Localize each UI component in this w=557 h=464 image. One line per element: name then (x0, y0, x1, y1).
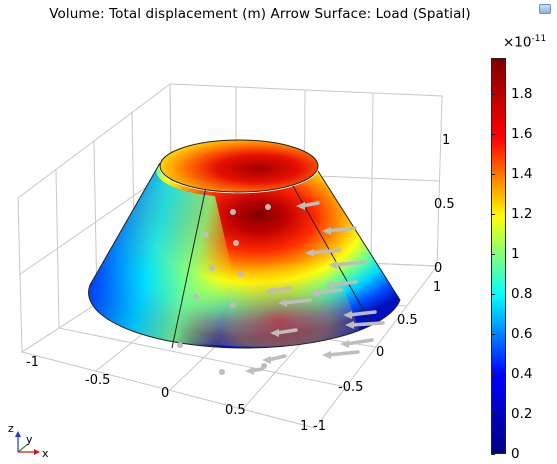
colorbar-tick-mark (491, 254, 495, 255)
load-arrow-head (305, 249, 314, 257)
load-arrow-head (245, 367, 254, 375)
y-tick: -1 (313, 419, 326, 434)
colorbar-tick-label: 1.4 (511, 166, 533, 182)
load-arrow-head (340, 340, 349, 348)
colorbar-tick-label: 0 (511, 446, 520, 462)
colorbar-tick-label: 0.6 (511, 326, 533, 342)
load-arrow-point (193, 294, 199, 300)
colorbar-tick-mark (491, 134, 495, 135)
colorbar-tick-label: 1.6 (511, 126, 533, 142)
load-arrow-head (278, 299, 287, 307)
colorbar-tick-mark (491, 454, 495, 455)
x-tick: -0.5 (85, 373, 110, 388)
colorbar-tick-mark (491, 334, 495, 335)
y-tick: 0.5 (397, 313, 418, 328)
load-arrow-head (325, 281, 334, 289)
triad-y-label: y (26, 433, 33, 446)
triad-x-label: x (42, 447, 49, 460)
load-arrow-head (262, 356, 271, 364)
load-arrow-shaft (329, 280, 358, 287)
colorbar-scale-base: ×10 (503, 34, 532, 51)
colorbar-tick-mark (491, 294, 495, 295)
colorbar-tick-label: 0.4 (511, 366, 533, 382)
colorbar-tick-label: 0.2 (511, 406, 533, 422)
z-tick: 0.5 (434, 197, 455, 212)
x-axis-ticks: -1 -0.5 0 0.5 1 (26, 355, 308, 434)
load-arrow-point (265, 204, 271, 210)
colorbar-tick-mark (491, 94, 495, 95)
3d-plot-viewport[interactable]: -1 -0.5 0 0.5 1 1 0.5 0 -0.5 -1 1 0.5 0 … (0, 0, 490, 464)
x-tick: 0 (161, 386, 169, 401)
load-arrow-shaft (282, 298, 312, 305)
load-arrow-shaft (314, 288, 343, 295)
y-tick: 1 (433, 280, 441, 295)
y-axis-ticks: 1 0.5 0 -0.5 -1 (313, 280, 441, 434)
load-arrow-point (177, 342, 183, 348)
load-arrow-shaft (326, 226, 357, 233)
load-arrow-head (310, 289, 319, 297)
colorbar-tick-mark (491, 414, 495, 415)
colorbar-tick-label: 0.8 (511, 286, 533, 302)
load-arrow-head (265, 287, 274, 295)
colorbar-tick-mark (491, 374, 495, 375)
load-arrow-shaft (274, 328, 298, 335)
x-tick: 1 (300, 419, 308, 434)
load-arrow-shaft (269, 286, 292, 293)
plot-title: Volume: Total displacement (m) Arrow Sur… (49, 6, 471, 22)
load-arrow-head (296, 202, 305, 210)
colorbar-tick-mark (491, 174, 495, 175)
load-arrow-point (230, 302, 236, 308)
z-axis-ticks: 1 0.5 0 (434, 133, 455, 276)
colorbar-tick-label: 1 (511, 246, 520, 262)
y-tick: 0 (376, 345, 384, 360)
load-arrow-head (328, 261, 337, 269)
load-arrow-point (219, 369, 225, 375)
colorbar-scale-exponent: -11 (531, 34, 547, 44)
cone-frustum[interactable] (88, 139, 401, 349)
load-arrow-shaft (347, 310, 377, 317)
y-tick: -0.5 (338, 380, 363, 395)
load-arrow-head (343, 311, 352, 319)
cone-top-cap (159, 139, 319, 193)
load-arrow-shaft (344, 338, 374, 346)
triad-z-label: z (8, 422, 14, 435)
load-arrow-point (230, 209, 236, 215)
load-arrow-head (270, 329, 279, 337)
colorbar-scale: ×10-11 (503, 34, 546, 51)
colorbar-tick-label: 1.2 (511, 206, 533, 222)
load-arrow-point (238, 271, 244, 277)
x-tick: -1 (26, 355, 39, 370)
x-tick: 0.5 (225, 403, 246, 418)
load-arrow-shaft (309, 248, 342, 255)
load-arrow-point (233, 240, 239, 246)
z-tick: 1 (442, 133, 450, 148)
load-arrow-shaft (332, 260, 367, 267)
axis-triad: z y x (8, 422, 49, 460)
load-arrow-head (345, 321, 354, 329)
colorbar (491, 58, 506, 454)
load-arrow-point (203, 232, 209, 238)
load-arrow-head (322, 351, 331, 359)
colorbar-tick-label: 1.8 (511, 86, 533, 102)
load-arrows (177, 201, 385, 375)
load-arrow-point (261, 363, 267, 369)
z-tick: 0 (434, 261, 442, 276)
window-restore-icon[interactable] (539, 4, 551, 14)
load-arrow-shaft (349, 321, 385, 327)
load-arrow-point (209, 265, 215, 271)
load-arrow-head (322, 227, 331, 235)
load-arrow-shaft (326, 350, 360, 357)
colorbar-tick-mark (491, 214, 495, 215)
